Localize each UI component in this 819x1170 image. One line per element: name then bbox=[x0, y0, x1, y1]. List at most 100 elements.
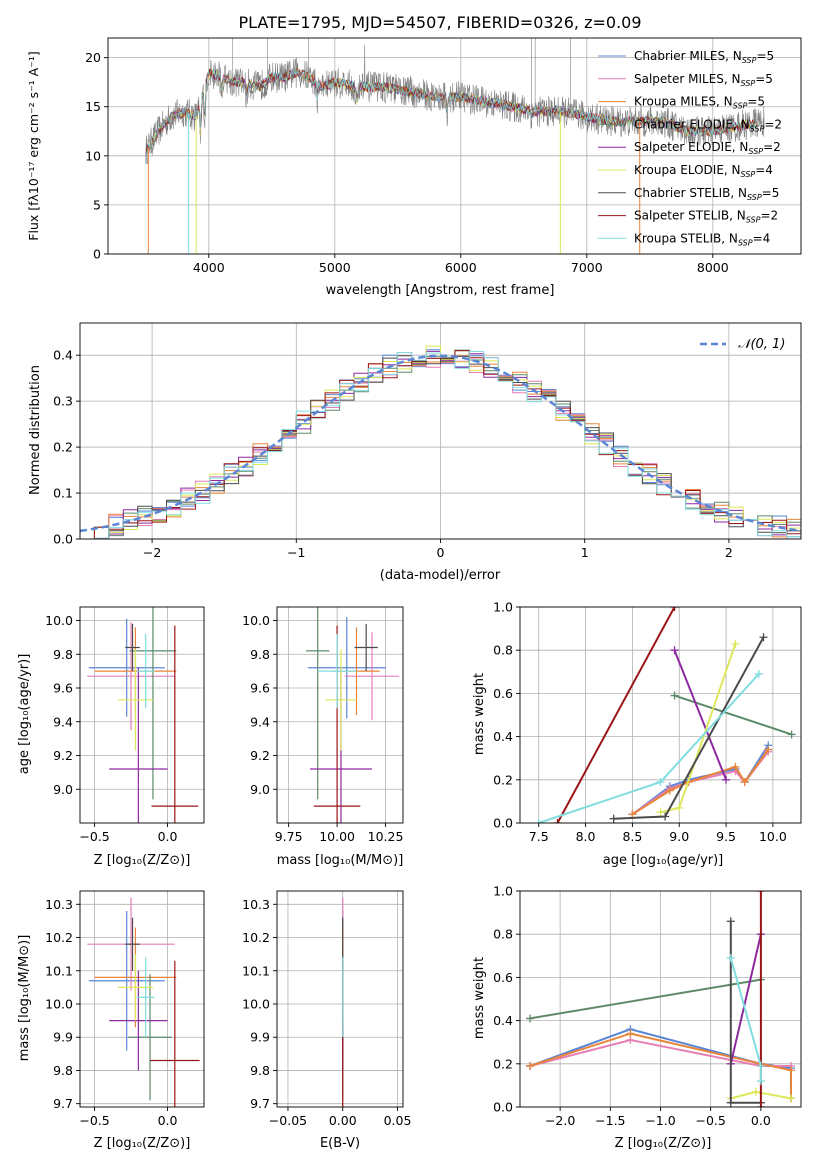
y-tick-label: 9.6 bbox=[53, 681, 73, 696]
spectrum-model-line bbox=[145, 68, 757, 156]
residual-histogram-0 bbox=[80, 349, 801, 539]
x-tick-label: −1.0 bbox=[645, 1113, 675, 1128]
plot-area bbox=[145, 38, 765, 254]
weight-marker-6 bbox=[661, 812, 670, 821]
residual-panel: −2 −1 0 1 2 0.0 0.1 0.2 0.3 0.4 bbox=[53, 322, 802, 560]
x-tick-label: 10.00 bbox=[319, 829, 355, 844]
spectrum-data-line bbox=[145, 45, 765, 165]
spectrum-panel: 4000 5000 6000 7000 8000 0 5 10 15 20 bbox=[85, 37, 802, 275]
grid bbox=[520, 890, 801, 1108]
x-tick-label: 9.75 bbox=[275, 829, 303, 844]
weight-marker-2 bbox=[526, 1061, 535, 1070]
y-tick-label: 9.9 bbox=[53, 1030, 73, 1045]
x-tick-label: 0.05 bbox=[384, 1113, 412, 1128]
y-tick-label: 9.4 bbox=[53, 714, 73, 729]
y-tick-label: 9.8 bbox=[53, 647, 73, 662]
residual-legend-label: 𝒩(0, 1) bbox=[738, 337, 785, 352]
y-tick-label: 0.0 bbox=[493, 1100, 513, 1115]
x-tick-label: 7000 bbox=[571, 260, 603, 275]
y-tick-label: 0.8 bbox=[493, 643, 513, 658]
weight-marker-7 bbox=[756, 891, 765, 895]
legend-label: Chabrier STELIB, NSSP=5 bbox=[634, 186, 779, 202]
mass-xlabel-top: mass [log₁₀(M/M⊙)] bbox=[277, 853, 404, 868]
weight-marker-8 bbox=[656, 777, 665, 786]
weight-marker-6 bbox=[726, 1098, 735, 1107]
y-tick-label: 10.0 bbox=[45, 613, 73, 628]
spectrum-legend: Chabrier MILES, NSSP=5 Salpeter MILES, NS… bbox=[598, 49, 782, 247]
y-tick-label: 0.6 bbox=[493, 970, 513, 985]
weight-vs-metallicity-panel: −2.0 −1.5 −1.0 −0.5 0.0 0.0 0.2 0.4 0.6 0.8 1.0 bbox=[493, 884, 802, 1128]
x-tick-label: −1 bbox=[287, 545, 305, 560]
weight-marker-5 bbox=[786, 1094, 795, 1103]
weight-series-2 bbox=[631, 749, 770, 816]
weight-marker-8 bbox=[756, 1077, 765, 1086]
axes-frame bbox=[519, 606, 802, 824]
weight-marker-2 bbox=[731, 762, 740, 771]
x-tick-label: 0.0 bbox=[751, 1113, 771, 1128]
y-tick-label: 10.0 bbox=[45, 996, 73, 1011]
figure-title: PLATE=1795, MJD=54507, FIBERID=0326, z=0… bbox=[238, 13, 641, 32]
weight-marker-5 bbox=[675, 803, 684, 812]
x-tick-label: 10.0 bbox=[759, 829, 787, 844]
weight-series-1 bbox=[631, 751, 769, 816]
x-tick-label: −0.5 bbox=[695, 1113, 725, 1128]
weight-marker-2 bbox=[764, 745, 773, 754]
weight-marker-3 bbox=[670, 691, 679, 700]
age-vs-metallicity-panel: −0.5 0.0 9.0 9.2 9.4 9.6 9.8 10.0 bbox=[45, 606, 205, 844]
x-tick-label: −1.5 bbox=[595, 1113, 625, 1128]
legend-label: Salpeter ELODIE, NSSP=2 bbox=[634, 140, 781, 156]
residual-histogram-7 bbox=[80, 350, 801, 539]
y-tick-label: 10.3 bbox=[242, 897, 270, 912]
x-tick-label: 8.0 bbox=[576, 829, 596, 844]
normal-curve bbox=[80, 354, 801, 533]
legend-label: Chabrier MILES, NSSP=5 bbox=[634, 49, 774, 65]
weight-marker-3 bbox=[787, 730, 796, 739]
y-tick-label: 9.8 bbox=[250, 647, 270, 662]
mass-vs-ebv-panel: −0.05 0.00 0.05 9.7 9.8 9.9 10.0 10.1 10.2 10.3 bbox=[242, 890, 412, 1128]
residual-xlabel: (data-model)/error bbox=[380, 568, 501, 583]
y-tick-label: 0.0 bbox=[53, 532, 73, 547]
y-tick-label: 1.0 bbox=[493, 884, 513, 899]
weight-series-6 bbox=[613, 636, 765, 820]
y-tick-label: 5 bbox=[93, 197, 101, 212]
axes-frame bbox=[107, 37, 802, 255]
y-tick-label: 0.1 bbox=[53, 486, 73, 501]
ebv-xlabel: E(B-V) bbox=[320, 1136, 360, 1151]
residual-histogram-5 bbox=[80, 345, 801, 539]
grid bbox=[277, 607, 403, 823]
weight-marker-6 bbox=[726, 917, 735, 926]
x-tick-label: −0.5 bbox=[79, 1113, 109, 1128]
plot-area bbox=[87, 607, 199, 823]
y-tick-label: 9.8 bbox=[53, 1063, 73, 1078]
weight-marker-7 bbox=[553, 819, 562, 823]
y-tick-label: 10 bbox=[85, 148, 101, 163]
mass-weight-ylabel-bottom: mass weight bbox=[472, 957, 487, 1039]
y-tick-label: 0.2 bbox=[493, 1056, 513, 1071]
y-tick-label: 0.2 bbox=[493, 772, 513, 787]
weight-marker-4 bbox=[722, 775, 731, 784]
weight-marker-2 bbox=[740, 777, 749, 786]
legend-label: Salpeter MILES, NSSP=5 bbox=[634, 72, 773, 88]
y-tick-label: 9.2 bbox=[250, 748, 270, 763]
spectrum-ylabel: Flux [fλ10⁻¹⁷ erg cm⁻² s⁻¹ A⁻¹] bbox=[26, 51, 41, 240]
y-tick-label: 9.7 bbox=[250, 1096, 270, 1111]
legend-label: Salpeter STELIB, NSSP=2 bbox=[634, 209, 778, 225]
x-tick-label: 7.5 bbox=[529, 829, 549, 844]
weight-vs-age-panel: 7.5 8.0 8.5 9.0 9.5 10.0 0.0 0.2 0.4 0.6 0.8 1.0 bbox=[493, 600, 802, 844]
weight-marker-6 bbox=[609, 814, 618, 823]
weight-series-4 bbox=[729, 933, 762, 1065]
weight-series-7 bbox=[556, 607, 676, 823]
y-tick-label: 10.3 bbox=[45, 897, 73, 912]
grid bbox=[80, 607, 204, 823]
grid bbox=[520, 606, 801, 824]
weight-marker-7 bbox=[756, 1103, 765, 1107]
y-tick-label: 20 bbox=[85, 50, 101, 65]
mass-ylabel: mass [log₁₀(M/M⊙)] bbox=[17, 935, 32, 1062]
spectrum-model-line bbox=[145, 67, 757, 156]
age-ylabel: age [log₁₀(age/yr)] bbox=[17, 654, 32, 775]
y-tick-label: 9.0 bbox=[53, 782, 73, 797]
y-tick-label: 1.0 bbox=[493, 600, 513, 615]
x-tick-label: −2 bbox=[143, 545, 161, 560]
y-tick-label: 9.0 bbox=[250, 782, 270, 797]
